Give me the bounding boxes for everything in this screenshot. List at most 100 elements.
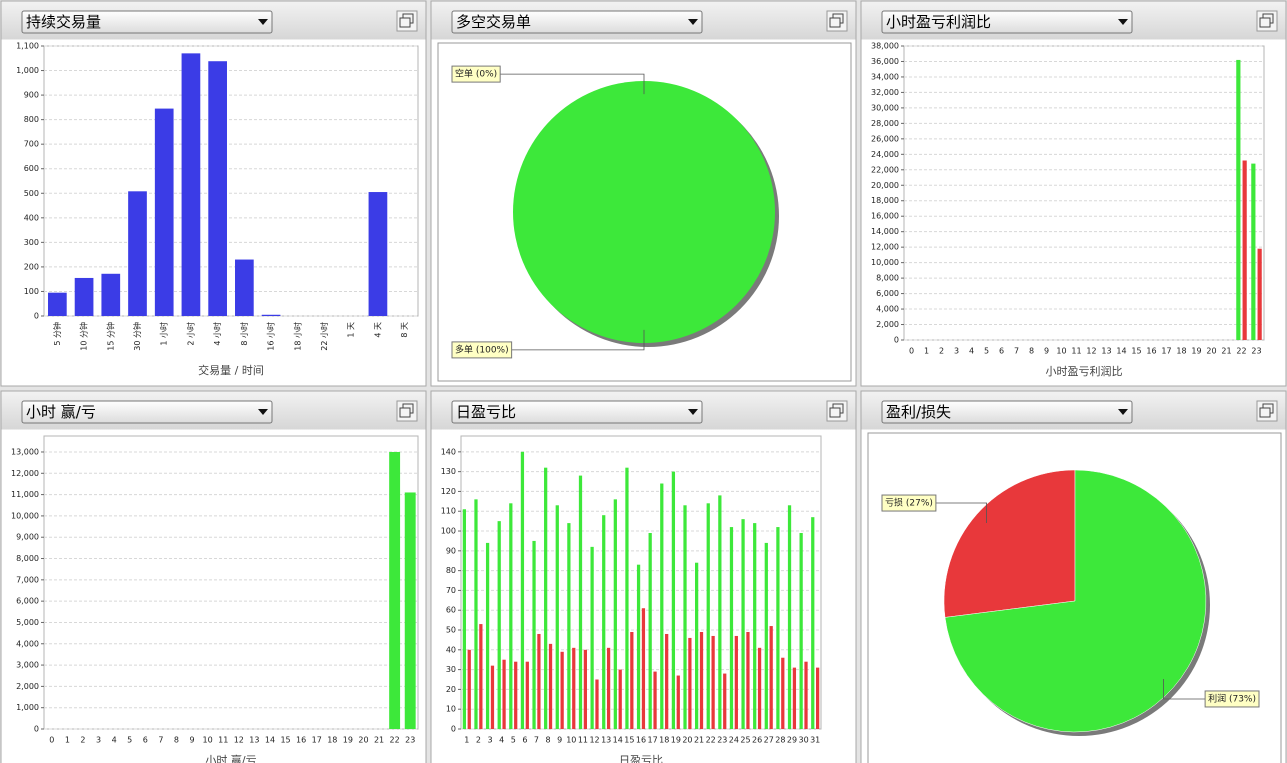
x-tick-label: 0 xyxy=(909,347,914,356)
dropdown-arrow[interactable] xyxy=(1118,409,1128,415)
bar xyxy=(799,533,803,729)
bar xyxy=(537,633,541,729)
y-tick-label: 100 xyxy=(441,527,456,536)
bar xyxy=(497,521,501,729)
dropdown-arrow[interactable] xyxy=(688,409,698,415)
dropdown-arrow[interactable] xyxy=(258,409,268,415)
x-tick-label: 14 xyxy=(613,736,623,745)
dropdown-arrow[interactable] xyxy=(1118,19,1128,25)
x-tick-label: 5 xyxy=(127,736,132,745)
bar xyxy=(816,667,820,729)
dropdown-arrow[interactable] xyxy=(258,19,268,25)
restore-button[interactable] xyxy=(396,10,418,32)
restore-button[interactable] xyxy=(396,400,418,422)
y-tick-label: 22,000 xyxy=(871,165,899,174)
dropdown-box[interactable] xyxy=(451,10,703,34)
x-tick-label: 2 小时 xyxy=(185,322,195,346)
dropdown-box[interactable] xyxy=(21,400,273,424)
y-tick-label: 1,000 xyxy=(16,66,39,75)
x-tick-label: 9 xyxy=(557,736,562,745)
plot-area xyxy=(43,435,419,730)
restore-button[interactable] xyxy=(826,10,848,32)
restore-icon[interactable] xyxy=(1259,407,1271,418)
bar xyxy=(544,467,548,729)
dropdown-box[interactable] xyxy=(21,10,273,34)
x-tick-label: 30 分钟 xyxy=(132,322,142,351)
restore-icon[interactable] xyxy=(829,407,841,418)
dropdown-text[interactable]: 盈利/损失 xyxy=(886,403,951,421)
slice-label-box xyxy=(881,494,937,512)
x-tick-label: 14 xyxy=(265,736,275,745)
bar xyxy=(567,523,571,729)
restore-icon[interactable] xyxy=(399,17,411,28)
bar xyxy=(641,608,646,729)
x-tick-label: 16 xyxy=(636,736,646,745)
dropdown-text[interactable]: 小时 赢/亏 xyxy=(26,403,96,421)
dropdown-arrow[interactable] xyxy=(688,19,698,25)
y-tick-label: 800 xyxy=(24,115,39,124)
x-tick-label: 8 xyxy=(1029,347,1034,356)
x-tick-label: 2 xyxy=(476,736,481,745)
x-tick-label: 17 xyxy=(312,736,322,745)
bar xyxy=(741,519,745,729)
x-tick-label: 5 xyxy=(984,347,989,356)
y-tick-label: 12,000 xyxy=(871,243,899,252)
x-tick-label: 19 xyxy=(671,736,681,745)
bar xyxy=(625,467,629,729)
dropdown-box[interactable] xyxy=(451,400,703,424)
bar xyxy=(665,633,669,729)
dropdown-text[interactable]: 持续交易量 xyxy=(26,13,101,31)
chart-selector[interactable]: 多空交易单 xyxy=(451,10,703,34)
bar xyxy=(699,631,704,729)
dropdown-box[interactable] xyxy=(881,400,1133,424)
dropdown-text[interactable]: 多空交易单 xyxy=(456,13,531,31)
bar xyxy=(695,562,699,729)
y-tick-label: 1,000 xyxy=(16,703,39,712)
chart-selector[interactable]: 盈利/损失 xyxy=(881,400,1133,424)
pie-slice xyxy=(944,469,1207,733)
chart-selector[interactable]: 小时盈亏利润比 xyxy=(881,10,1133,34)
x-tick-label: 13 xyxy=(601,736,611,745)
x-tick-label: 15 xyxy=(280,736,290,745)
y-tick-label: 6,000 xyxy=(16,597,39,606)
x-tick-label: 14 xyxy=(1116,347,1126,356)
x-tick-label: 1 xyxy=(464,736,469,745)
bar xyxy=(74,277,94,316)
y-tick-label: 0 xyxy=(34,725,39,734)
x-axis-title: 日盈亏比 xyxy=(619,754,663,763)
y-tick-label: 400 xyxy=(24,213,39,222)
y-tick-label: 0 xyxy=(34,312,39,321)
dropdown-text[interactable]: 日盈亏比 xyxy=(456,403,516,421)
bar xyxy=(688,637,692,729)
bar xyxy=(595,679,599,729)
restore-button[interactable] xyxy=(1256,10,1278,32)
bar xyxy=(648,533,652,729)
y-tick-label: 70 xyxy=(446,586,456,595)
dropdown-text[interactable]: 小时盈亏利润比 xyxy=(886,13,991,31)
x-tick-label: 10 xyxy=(566,736,576,745)
y-tick-label: 11,000 xyxy=(11,490,39,499)
bar xyxy=(502,659,506,729)
restore-button[interactable] xyxy=(826,400,848,422)
restore-icon[interactable] xyxy=(829,17,841,28)
bar xyxy=(1236,59,1241,340)
bar xyxy=(734,635,738,729)
chart-selector[interactable]: 日盈亏比 xyxy=(451,400,703,424)
bar xyxy=(757,647,762,729)
restore-icon[interactable] xyxy=(399,407,411,418)
dropdown-box[interactable] xyxy=(881,10,1133,34)
x-tick-label: 6 xyxy=(143,736,148,745)
bar xyxy=(787,505,792,729)
y-tick-label: 2,000 xyxy=(876,320,899,329)
chart-selector[interactable]: 小时 赢/亏 xyxy=(21,400,273,424)
bar xyxy=(1242,160,1247,340)
bar xyxy=(606,647,611,729)
restore-icon[interactable] xyxy=(1259,17,1271,28)
y-tick-label: 130 xyxy=(441,467,456,476)
leader-line xyxy=(511,329,645,351)
chart-selector[interactable]: 持续交易量 xyxy=(21,10,273,34)
x-tick-label: 15 分钟 xyxy=(105,322,115,351)
restore-button[interactable] xyxy=(1256,400,1278,422)
x-tick-label: 13 xyxy=(249,736,259,745)
